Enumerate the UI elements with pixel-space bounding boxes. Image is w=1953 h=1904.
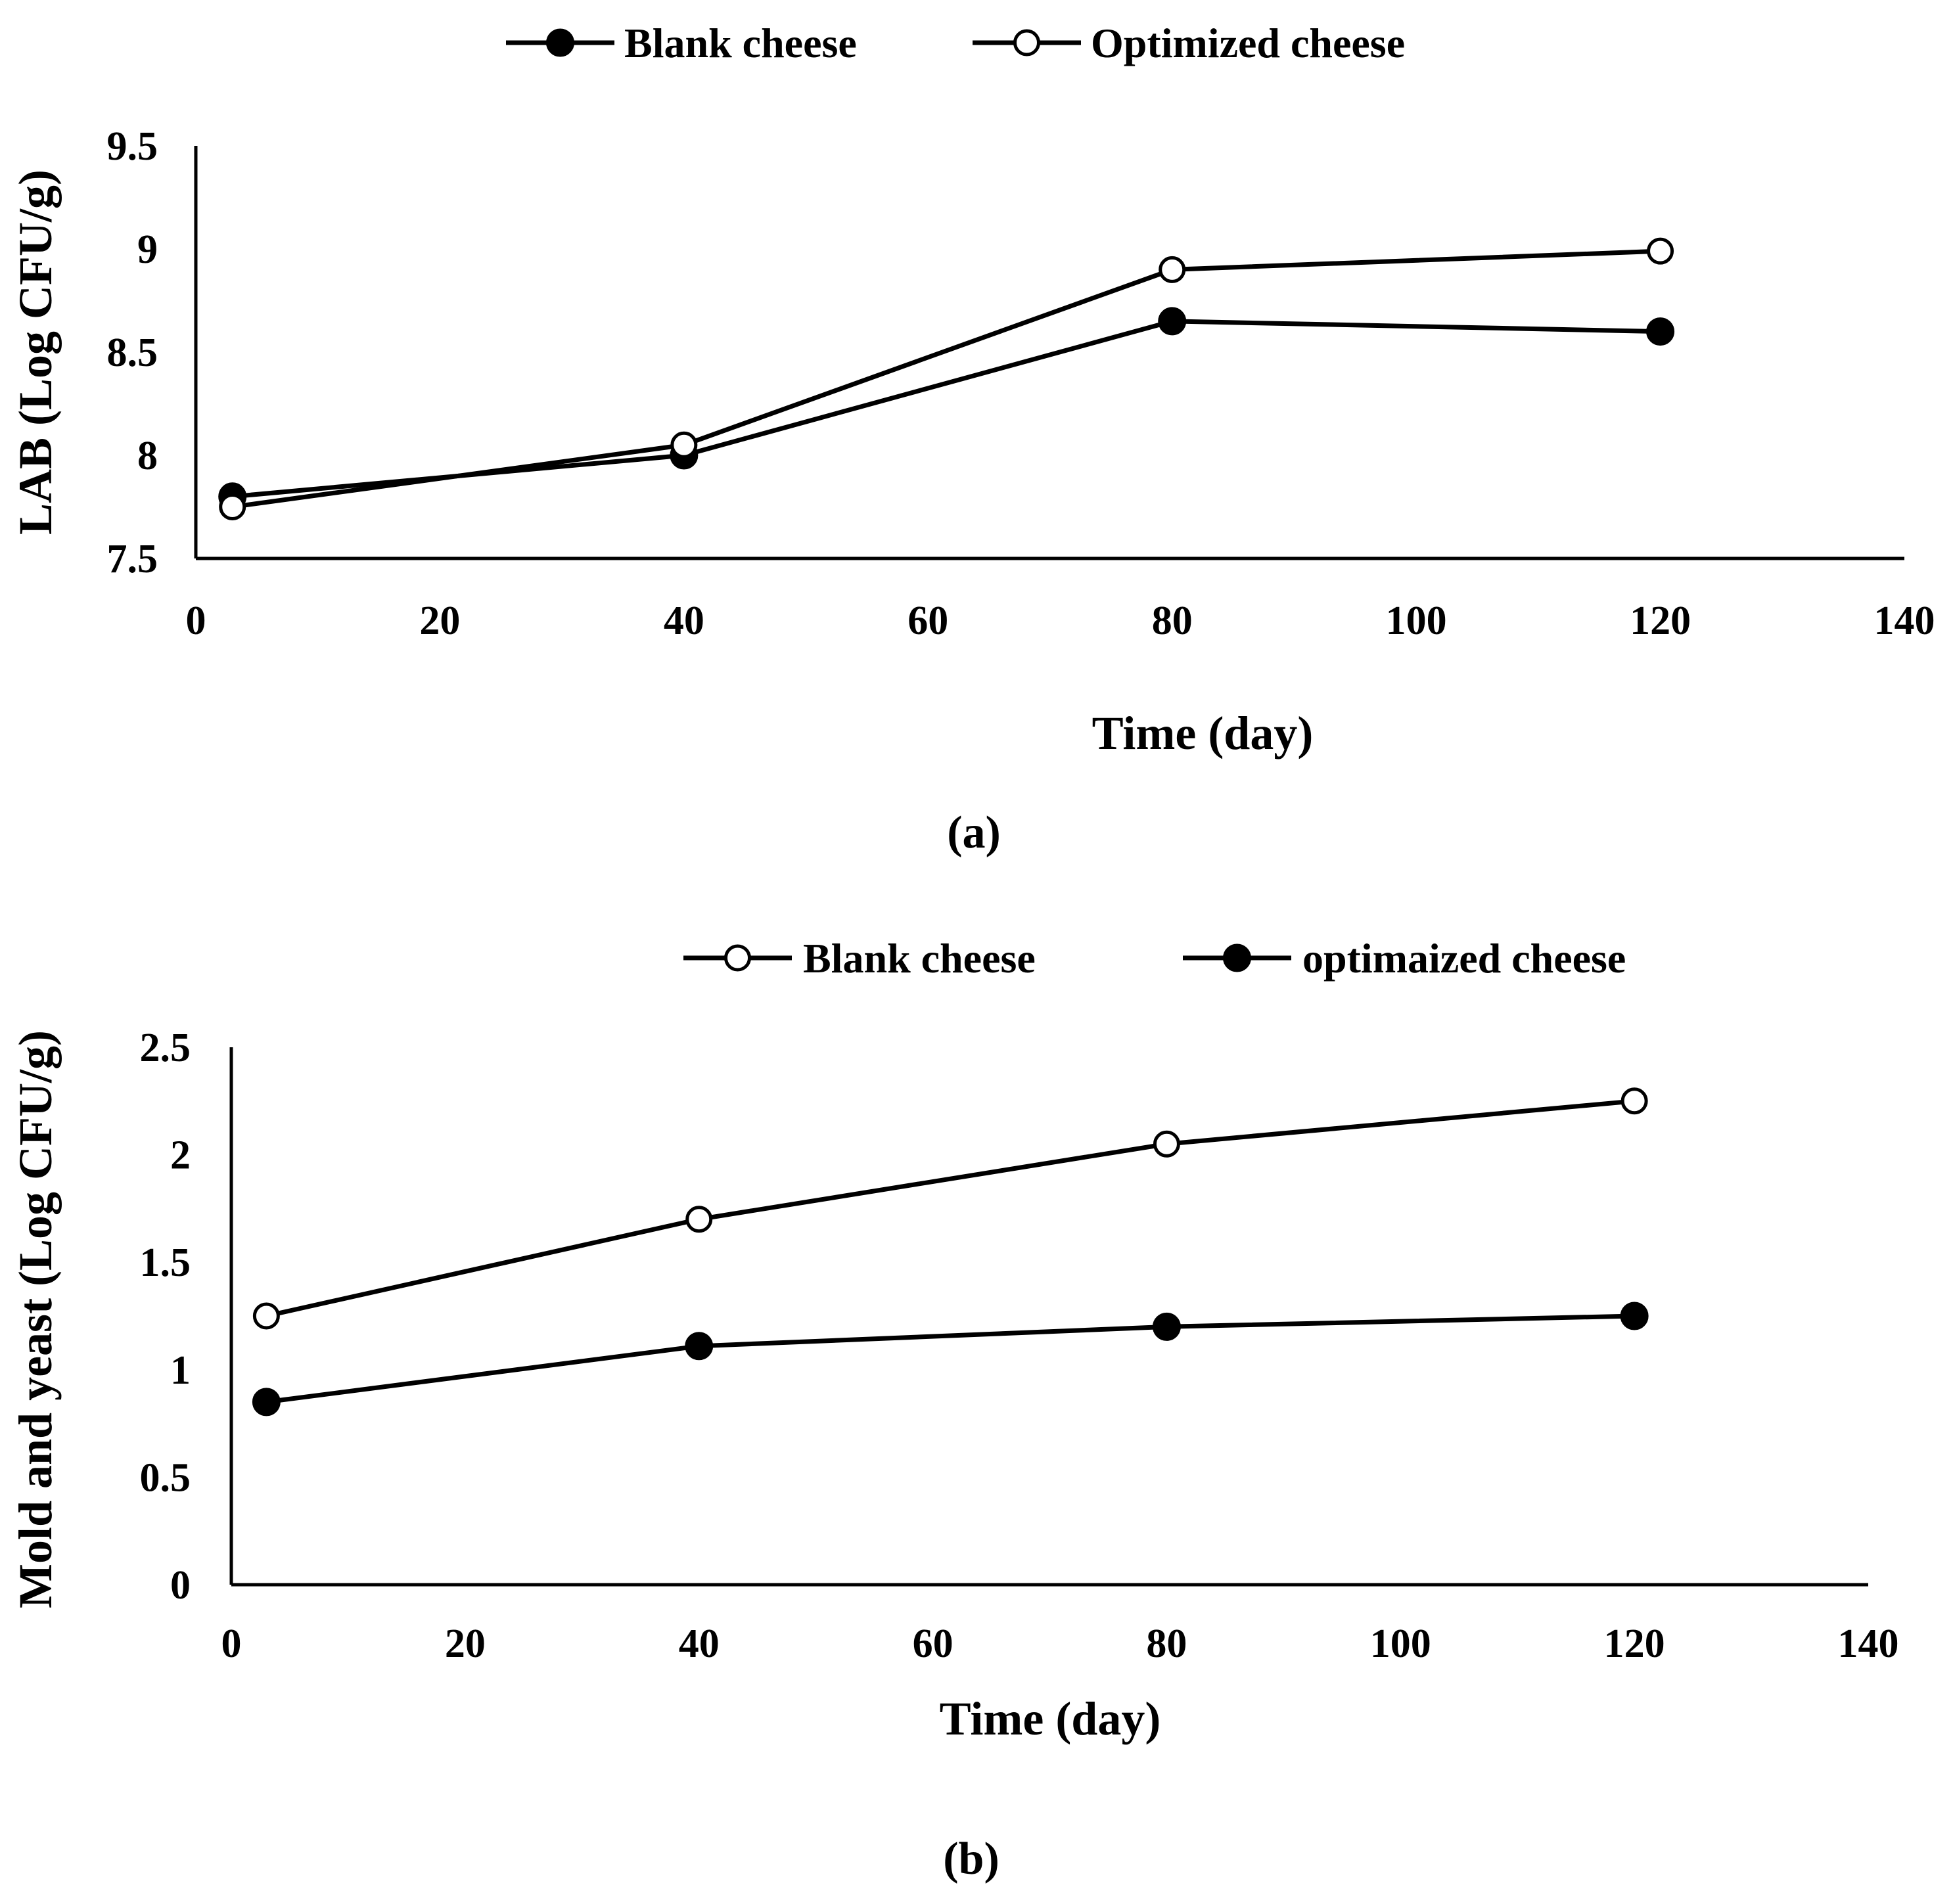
- data-point-series-0: [685, 1206, 713, 1233]
- x-axis-title: Time (day): [1092, 707, 1314, 759]
- data-point-series-1: [1152, 1312, 1181, 1341]
- data-point-series-1: [219, 493, 246, 520]
- y-tick-label: 8.5: [107, 330, 158, 375]
- y-tick-label: 2.5: [140, 1026, 191, 1070]
- data-point-series-1: [1159, 256, 1186, 283]
- x-tick-label: 140: [1874, 599, 1935, 643]
- x-tick-label: 20: [419, 599, 460, 643]
- y-tick-label: 8: [137, 434, 158, 478]
- data-point-series-0: [1620, 1087, 1648, 1115]
- y-tick-label: 7.5: [107, 537, 158, 581]
- data-point-series-0: [252, 1302, 280, 1330]
- y-tick-label: 1: [170, 1348, 191, 1393]
- panel-a-lab-chart: 0 20 40 60 80 100 120 140 7.5 8 8.5 9 9.5 Time (day) L…: [9, 20, 1935, 858]
- x-tick-label: 60: [908, 599, 948, 643]
- data-point-series-1: [252, 1388, 281, 1417]
- data-point-series-0: [1158, 307, 1187, 336]
- x-tick-label: 140: [1838, 1621, 1899, 1666]
- x-axis-title: Time (day): [940, 1692, 1161, 1745]
- series-line-0: [232, 319, 1661, 499]
- panel-label: (b): [943, 1834, 999, 1884]
- legend-label: Optimized cheese: [1091, 20, 1405, 66]
- series-line-0: [265, 1099, 1635, 1319]
- x-tick-label: 80: [1152, 599, 1193, 643]
- y-tick-label: 2: [170, 1133, 191, 1178]
- legend-marker-open: [724, 944, 751, 972]
- y-tick-label: 0: [170, 1563, 191, 1608]
- legend-marker-filled: [1223, 943, 1251, 972]
- x-tick-label: 40: [664, 599, 704, 643]
- y-axis-title: LAB (Log CFU/g): [9, 170, 62, 535]
- x-tick-label: 100: [1386, 599, 1447, 643]
- data-point-series-1: [685, 1332, 714, 1361]
- x-tick-label: 60: [913, 1621, 954, 1666]
- legend-label: Blank cheese: [624, 20, 857, 66]
- legend-label: optimaized cheese: [1302, 935, 1626, 982]
- x-tick-label: 120: [1630, 599, 1691, 643]
- legend-marker-filled: [546, 28, 574, 57]
- panel-b-mold-yeast-chart: 0 20 40 60 80 100 120 140 0 0.5 1 1.5 2 2.5 Time (day)…: [9, 935, 1899, 1884]
- x-tick-label: 120: [1604, 1621, 1665, 1666]
- data-point-series-1: [670, 431, 698, 459]
- legend-marker-open: [1013, 29, 1040, 57]
- series-line-1: [265, 1313, 1635, 1405]
- y-tick-label: 0.5: [140, 1455, 191, 1500]
- panel-label: (a): [947, 807, 1001, 858]
- y-axis-title: Mold and yeast (Log CFU/g): [9, 1030, 62, 1608]
- y-tick-label: 9: [137, 227, 158, 272]
- legend-label: Blank cheese: [803, 935, 1036, 982]
- x-tick-label: 0: [221, 1621, 242, 1666]
- series-line-1: [232, 248, 1661, 509]
- x-tick-label: 0: [186, 599, 206, 643]
- data-point-series-0: [1646, 317, 1675, 346]
- x-tick-label: 20: [445, 1621, 486, 1666]
- x-tick-label: 80: [1146, 1621, 1187, 1666]
- data-point-series-1: [1620, 1302, 1649, 1330]
- y-tick-label: 1.5: [140, 1240, 191, 1285]
- data-point-series-1: [1647, 237, 1674, 265]
- x-tick-label: 40: [679, 1621, 720, 1666]
- data-point-series-0: [1153, 1130, 1180, 1158]
- x-tick-label: 100: [1370, 1621, 1431, 1666]
- y-tick-label: 9.5: [107, 124, 158, 169]
